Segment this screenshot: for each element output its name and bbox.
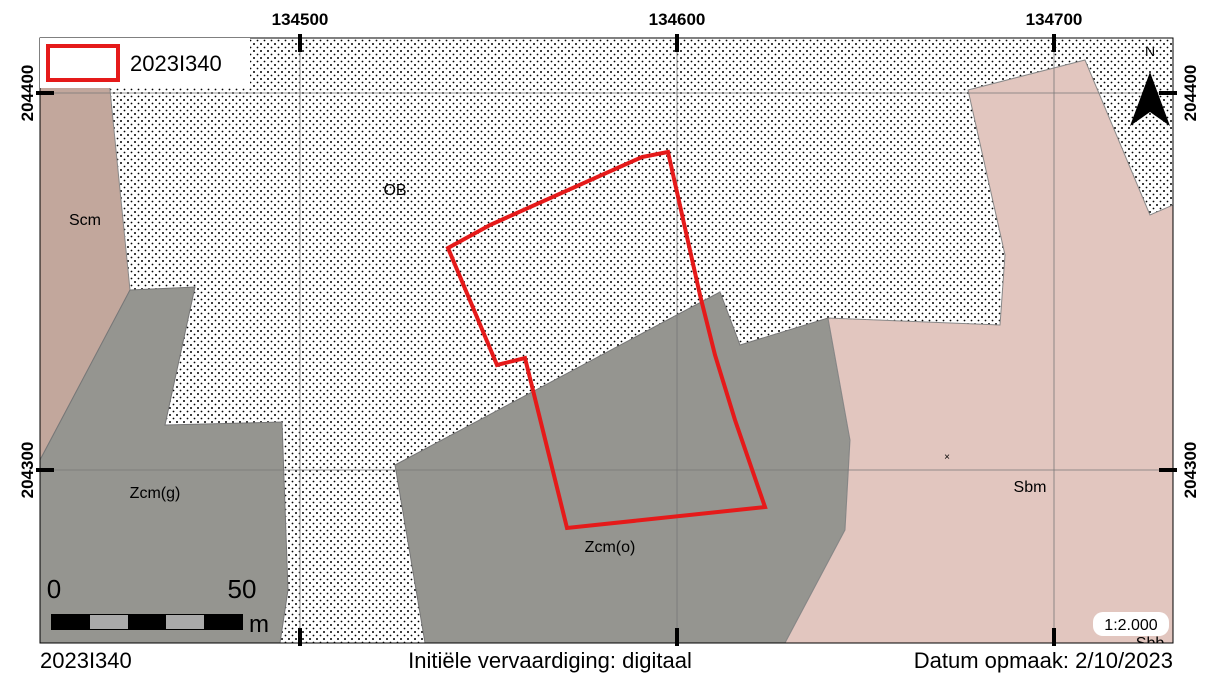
y-coord-label: 204400 (1181, 65, 1200, 122)
legend: 2023I340 (40, 38, 250, 88)
zone-label: Sbm (1014, 479, 1047, 496)
x-coord-label: 134700 (1026, 10, 1083, 29)
point-marker: × (944, 452, 950, 463)
y-coord-label: 204300 (1181, 442, 1200, 499)
zone-label: Sbb (1136, 635, 1165, 652)
coordinate-ticks: 134500 134600 134700 204400 204400 204300 2043… (18, 10, 1200, 646)
footer-center: Initiële vervaardiging: digitaal (408, 648, 692, 673)
scale-end: 50 (228, 574, 257, 604)
x-coord-label: 134600 (649, 10, 706, 29)
north-label: N (1145, 43, 1155, 59)
y-coord-label: 204400 (18, 65, 37, 122)
north-arrow: N (1130, 43, 1170, 126)
scale-unit: m (249, 611, 269, 638)
scale-bar: 0 50 m (47, 574, 269, 638)
legend-swatch (46, 44, 120, 82)
map-frame (39, 37, 1174, 644)
scale-ratio: 1:2.000 (1104, 617, 1157, 634)
footer-right: Datum opmaak: 2/10/2023 (914, 648, 1173, 673)
zone-sbm (784, 59, 1173, 643)
map-body: OB Scm Zcm(g) Zcm(o) Sbm Sbb × (40, 38, 1173, 652)
zone-label: Zcm(o) (585, 539, 636, 556)
zone-zcm-g (40, 286, 289, 643)
scale-ratio-box (1093, 612, 1169, 636)
grid (40, 38, 1173, 643)
legend-label: 2023I340 (130, 51, 222, 76)
zone-label: Zcm(g) (130, 485, 181, 502)
zone-label: OB (383, 182, 406, 199)
y-coord-label: 204300 (18, 442, 37, 499)
zone-label: Scm (69, 212, 101, 229)
scale-start: 0 (47, 574, 61, 604)
zone-scm (40, 38, 131, 461)
x-coord-label: 134500 (272, 10, 329, 29)
parcel-outline (445, 149, 768, 531)
footer-left: 2023I340 (40, 648, 132, 673)
